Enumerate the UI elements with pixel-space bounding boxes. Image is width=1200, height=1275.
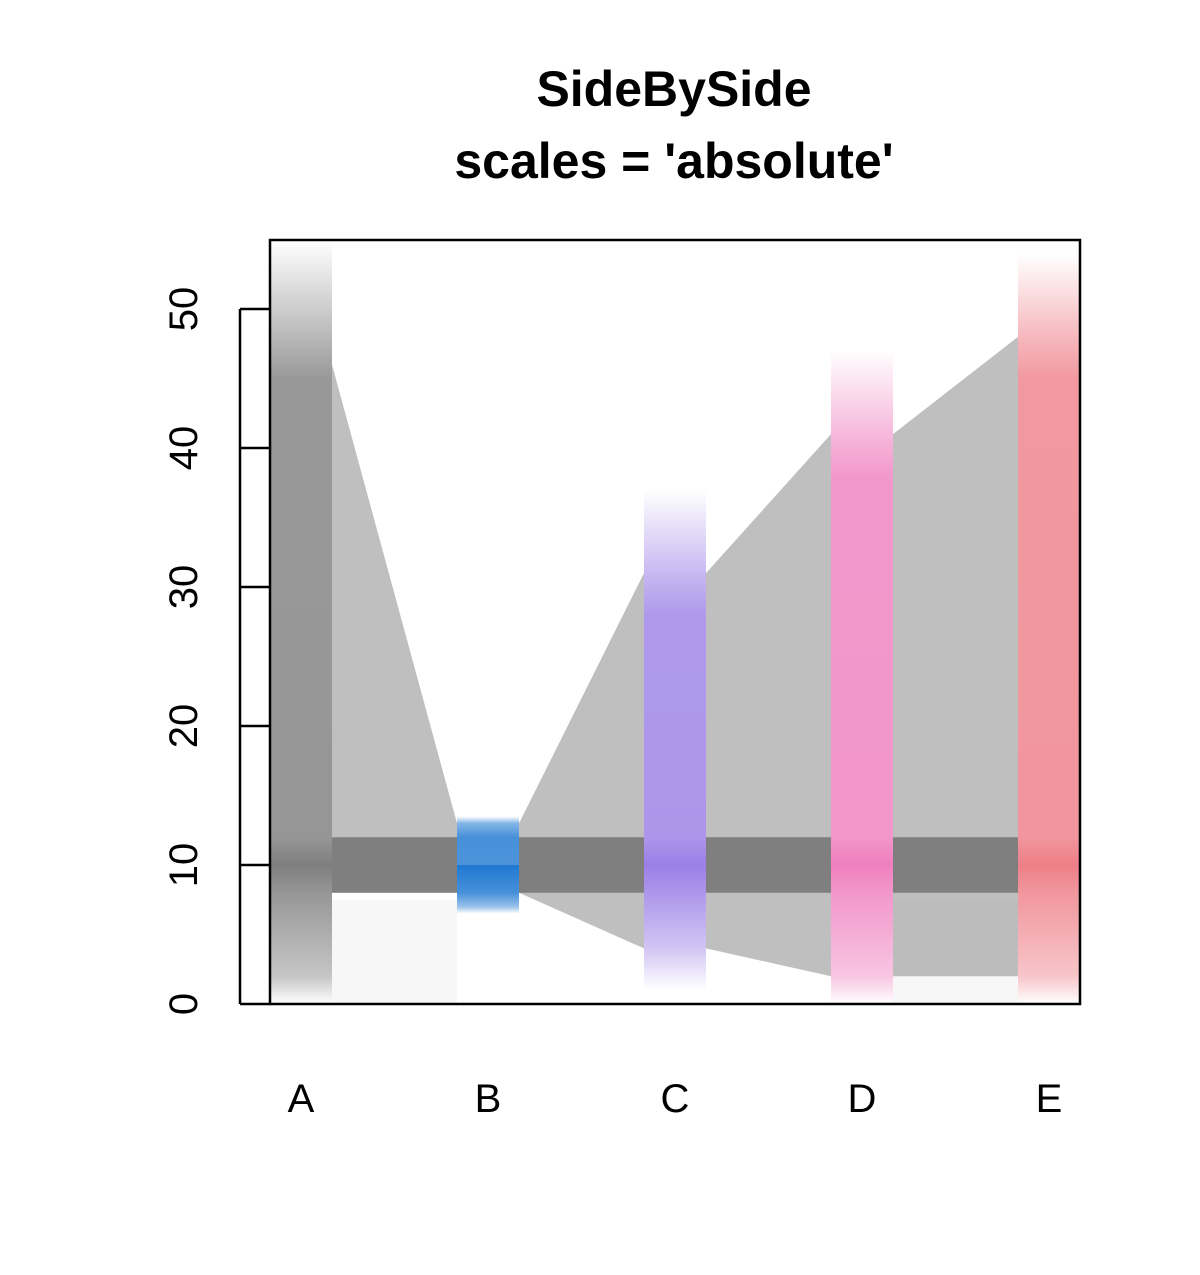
y-tick-label-20: 20: [162, 704, 206, 749]
connection-band-A-B: [332, 364, 457, 893]
x-label-C: C: [661, 1077, 690, 1121]
connection-core-B-C: [519, 837, 644, 893]
y-axis: 0 10 20 30 40 50: [162, 287, 270, 1015]
y-tick-label-50: 50: [162, 287, 206, 332]
y-tick-label-10: 10: [162, 843, 206, 888]
y-tick-label-0: 0: [162, 993, 206, 1015]
axis-bar-E: [1018, 240, 1080, 1004]
axis-bar-D: [831, 240, 893, 1004]
x-axis-labels: A B C D E: [288, 1077, 1063, 1121]
axis-bar-B: [457, 240, 519, 1004]
connection-core-C-D: [706, 837, 831, 893]
chart-subtitle: scales = 'absolute': [454, 133, 893, 189]
connections-layer: [332, 336, 1018, 1004]
x-label-A: A: [288, 1077, 315, 1121]
connection-band-C-D: [706, 434, 831, 977]
connection-band-D-E: [893, 336, 1018, 977]
axis-bars-layer: [270, 240, 1080, 1004]
axis-bar-C: [644, 240, 706, 1004]
connection-core-D-E: [893, 837, 1018, 893]
tail-D-E: [893, 899, 1018, 1004]
x-label-E: E: [1036, 1077, 1063, 1121]
chart-title: SideBySide: [536, 61, 811, 117]
x-label-D: D: [848, 1077, 877, 1121]
connection-core-A-B: [332, 837, 457, 893]
y-tick-label-40: 40: [162, 426, 206, 471]
axis-bar-A: [270, 240, 332, 1004]
y-tick-label-30: 30: [162, 565, 206, 610]
x-label-B: B: [475, 1077, 502, 1121]
plot-frame: [268, 238, 1082, 1006]
tail-A-B: [332, 899, 457, 1004]
